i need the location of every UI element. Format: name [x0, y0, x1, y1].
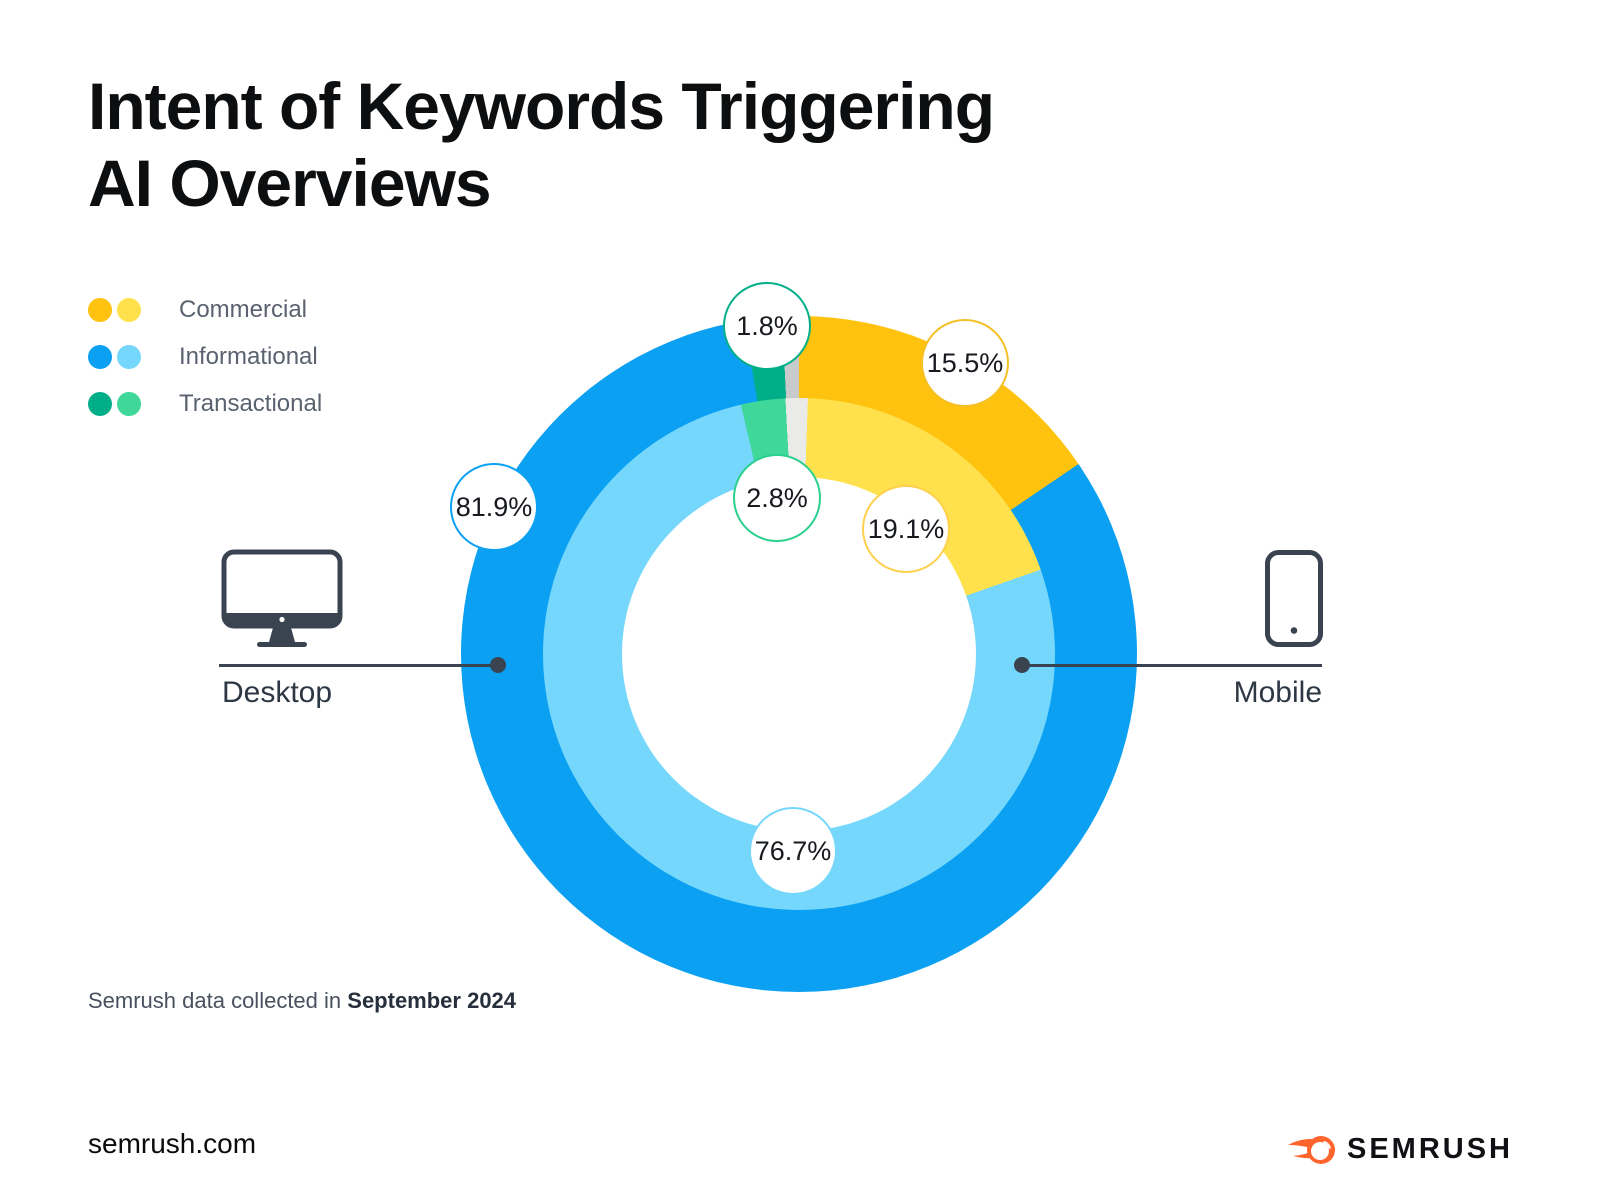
legend-item-informational: Informational — [88, 343, 318, 370]
percent-label-bubble: 81.9% — [450, 463, 538, 551]
percent-label-bubble: 19.1% — [862, 485, 950, 573]
legend-item-commercial: Commercial — [88, 296, 308, 323]
legend-dot-dark — [88, 345, 112, 369]
data-collection-date: September 2024 — [347, 988, 517, 1013]
legend-label: Transactional — [179, 390, 323, 417]
data-collection-note: Semrush data collected in September 2024 — [88, 988, 516, 1014]
legend-dot-dark — [88, 392, 112, 416]
semrush-logo: SEMRUSH — [1287, 1133, 1513, 1166]
legend-item-transactional: Transactional — [88, 390, 323, 417]
legend-dot-dark — [88, 298, 112, 322]
mobile-label: Mobile — [1233, 676, 1322, 709]
desktop-connector-line — [219, 664, 498, 667]
semrush-logo-text: SEMRUSH — [1346, 1133, 1513, 1165]
percent-label-bubble: 76.7% — [749, 807, 837, 895]
mobile-connector-line — [1022, 664, 1322, 667]
legend-dot-light — [117, 392, 141, 416]
desktop-connector-dot — [490, 657, 506, 673]
percent-label-bubble: 1.8% — [723, 282, 811, 370]
legend-label: Informational — [179, 343, 318, 370]
legend-dot-light — [117, 298, 141, 322]
legend-dot-light — [117, 345, 141, 369]
percent-label-bubble: 15.5% — [921, 319, 1009, 407]
desktop-label: Desktop — [222, 676, 333, 709]
mobile-phone-icon — [1265, 550, 1323, 647]
data-collection-note-text: Semrush data collected in — [88, 988, 348, 1013]
legend-label: Commercial — [179, 296, 308, 323]
desktop-monitor-icon — [221, 549, 343, 647]
semrush-flame-icon — [1287, 1135, 1335, 1164]
page-title: Intent of Keywords Triggering AI Overview… — [88, 68, 1188, 222]
page-title-line2: AI Overviews — [88, 146, 492, 220]
page-title-line1: Intent of Keywords Triggering — [88, 69, 995, 143]
mobile-connector-dot — [1014, 657, 1030, 673]
percent-label-bubble: 2.8% — [733, 454, 821, 542]
site-url: semrush.com — [88, 1128, 257, 1159]
